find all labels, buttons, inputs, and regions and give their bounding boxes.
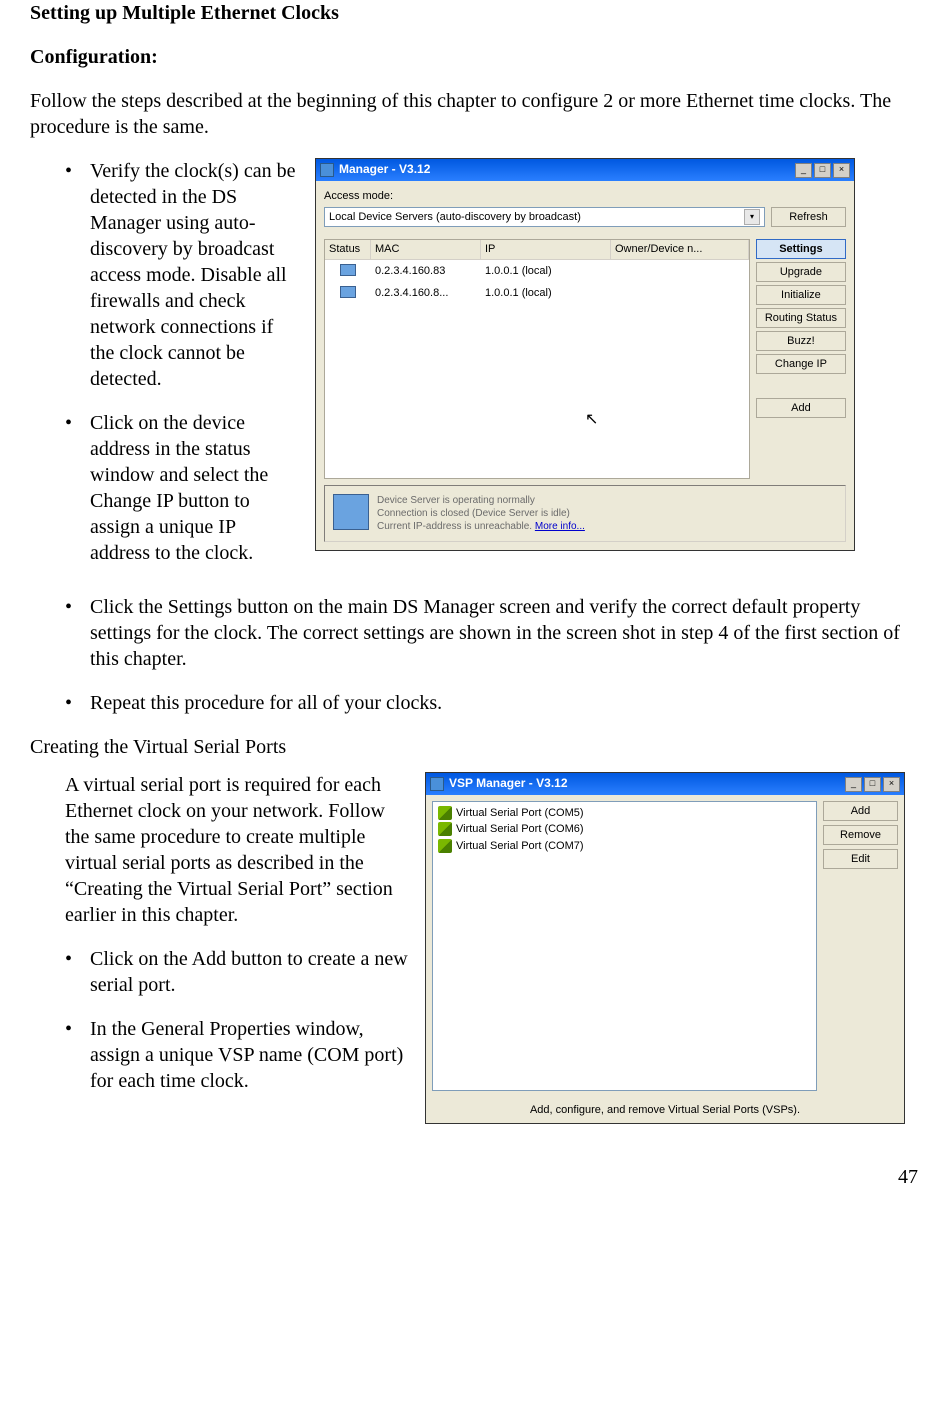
initialize-button[interactable]: Initialize	[756, 285, 846, 305]
vsp-port-list[interactable]: Virtual Serial Port (COM5) Virtual Seria…	[432, 801, 817, 1091]
page-number: 47	[30, 1164, 918, 1190]
page-title: Setting up Multiple Ethernet Clocks	[30, 0, 918, 26]
app-icon	[430, 777, 444, 791]
upgrade-button[interactable]: Upgrade	[756, 262, 846, 282]
col-ip[interactable]: IP	[481, 240, 611, 258]
status-line1: Device Server is operating normally	[377, 495, 535, 506]
vsp-remove-button[interactable]: Remove	[823, 825, 898, 845]
cell-ip: 1.0.0.1 (local)	[481, 284, 611, 302]
port-icon	[438, 806, 452, 820]
list-item[interactable]: Virtual Serial Port (COM5)	[436, 805, 813, 821]
port-label: Virtual Serial Port (COM6)	[456, 822, 584, 836]
access-mode-label: Access mode:	[324, 189, 846, 203]
window-title: VSP Manager - V3.12	[449, 776, 845, 792]
device-status-icon	[340, 264, 356, 276]
moreinfo-link[interactable]: More info...	[535, 521, 585, 532]
vsp-heading: Creating the Virtual Serial Ports	[30, 734, 918, 760]
cell-mac: 0.2.3.4.160.83	[371, 262, 481, 280]
status-line2: Connection is closed (Device Server is i…	[377, 508, 570, 519]
port-label: Virtual Serial Port (COM7)	[456, 839, 584, 853]
cell-owner	[611, 262, 749, 280]
refresh-button[interactable]: Refresh	[771, 207, 846, 227]
device-table: Status MAC IP Owner/Device n... 0.2.3.4.…	[324, 239, 750, 479]
bullet-vspname: In the General Properties window, assign…	[65, 1016, 410, 1094]
vsp-manager-screenshot: VSP Manager - V3.12 _ □ × Virtual Serial…	[425, 772, 905, 1124]
config-heading: Configuration:	[30, 44, 918, 70]
list-item[interactable]: Virtual Serial Port (COM6)	[436, 821, 813, 837]
vsp-status-bar: Add, configure, and remove Virtual Seria…	[426, 1097, 904, 1123]
ds-titlebar: Manager - V3.12 _ □ ×	[316, 159, 854, 181]
vsp-add-button[interactable]: Add	[823, 801, 898, 821]
col-owner[interactable]: Owner/Device n...	[611, 240, 749, 258]
settings-button[interactable]: Settings	[756, 239, 846, 259]
vsp-titlebar: VSP Manager - V3.12 _ □ ×	[426, 773, 904, 795]
bullet-add: Click on the Add button to create a new …	[65, 946, 410, 998]
cell-ip: 1.0.0.1 (local)	[481, 262, 611, 280]
close-button[interactable]: ×	[833, 163, 850, 178]
vsp-edit-button[interactable]: Edit	[823, 849, 898, 869]
app-icon	[320, 163, 334, 177]
cell-owner	[611, 284, 749, 302]
access-mode-value: Local Device Servers (auto-discovery by …	[329, 210, 581, 224]
table-header: Status MAC IP Owner/Device n...	[325, 240, 749, 259]
access-mode-select[interactable]: Local Device Servers (auto-discovery by …	[324, 207, 765, 227]
minimize-button[interactable]: _	[845, 777, 862, 792]
buzz-button[interactable]: Buzz!	[756, 331, 846, 351]
status-panel-icon	[333, 494, 369, 530]
table-row[interactable]: 0.2.3.4.160.8... 1.0.0.1 (local)	[325, 282, 749, 304]
status-panel: Device Server is operating normally Conn…	[324, 485, 846, 542]
cursor-icon: ↖	[585, 410, 598, 431]
list-item[interactable]: Virtual Serial Port (COM7)	[436, 838, 813, 854]
port-icon	[438, 822, 452, 836]
col-status[interactable]: Status	[325, 240, 371, 258]
port-label: Virtual Serial Port (COM5)	[456, 806, 584, 820]
close-button[interactable]: ×	[883, 777, 900, 792]
chevron-down-icon: ▾	[744, 209, 760, 225]
config-paragraph: Follow the steps described at the beginn…	[30, 88, 918, 140]
window-title: Manager - V3.12	[339, 162, 795, 178]
vsp-paragraph: A virtual serial port is required for ea…	[30, 772, 410, 928]
bullet-settings: Click the Settings button on the main DS…	[65, 594, 918, 672]
changeip-button[interactable]: Change IP	[756, 354, 846, 374]
minimize-button[interactable]: _	[795, 163, 812, 178]
add-button[interactable]: Add	[756, 398, 846, 418]
col-mac[interactable]: MAC	[371, 240, 481, 258]
port-icon	[438, 839, 452, 853]
bullet-changeip: Click on the device address in the statu…	[65, 410, 300, 566]
maximize-button[interactable]: □	[864, 777, 881, 792]
status-line3: Current IP-address is unreachable.	[377, 521, 535, 532]
cell-mac: 0.2.3.4.160.8...	[371, 284, 481, 302]
routing-button[interactable]: Routing Status	[756, 308, 846, 328]
ds-manager-screenshot: Manager - V3.12 _ □ × Access mode: Local…	[315, 158, 855, 551]
table-row[interactable]: 0.2.3.4.160.83 1.0.0.1 (local)	[325, 260, 749, 282]
device-status-icon	[340, 286, 356, 298]
maximize-button[interactable]: □	[814, 163, 831, 178]
bullet-repeat: Repeat this procedure for all of your cl…	[65, 690, 918, 716]
bullet-verify: Verify the clock(s) can be detected in t…	[65, 158, 300, 392]
